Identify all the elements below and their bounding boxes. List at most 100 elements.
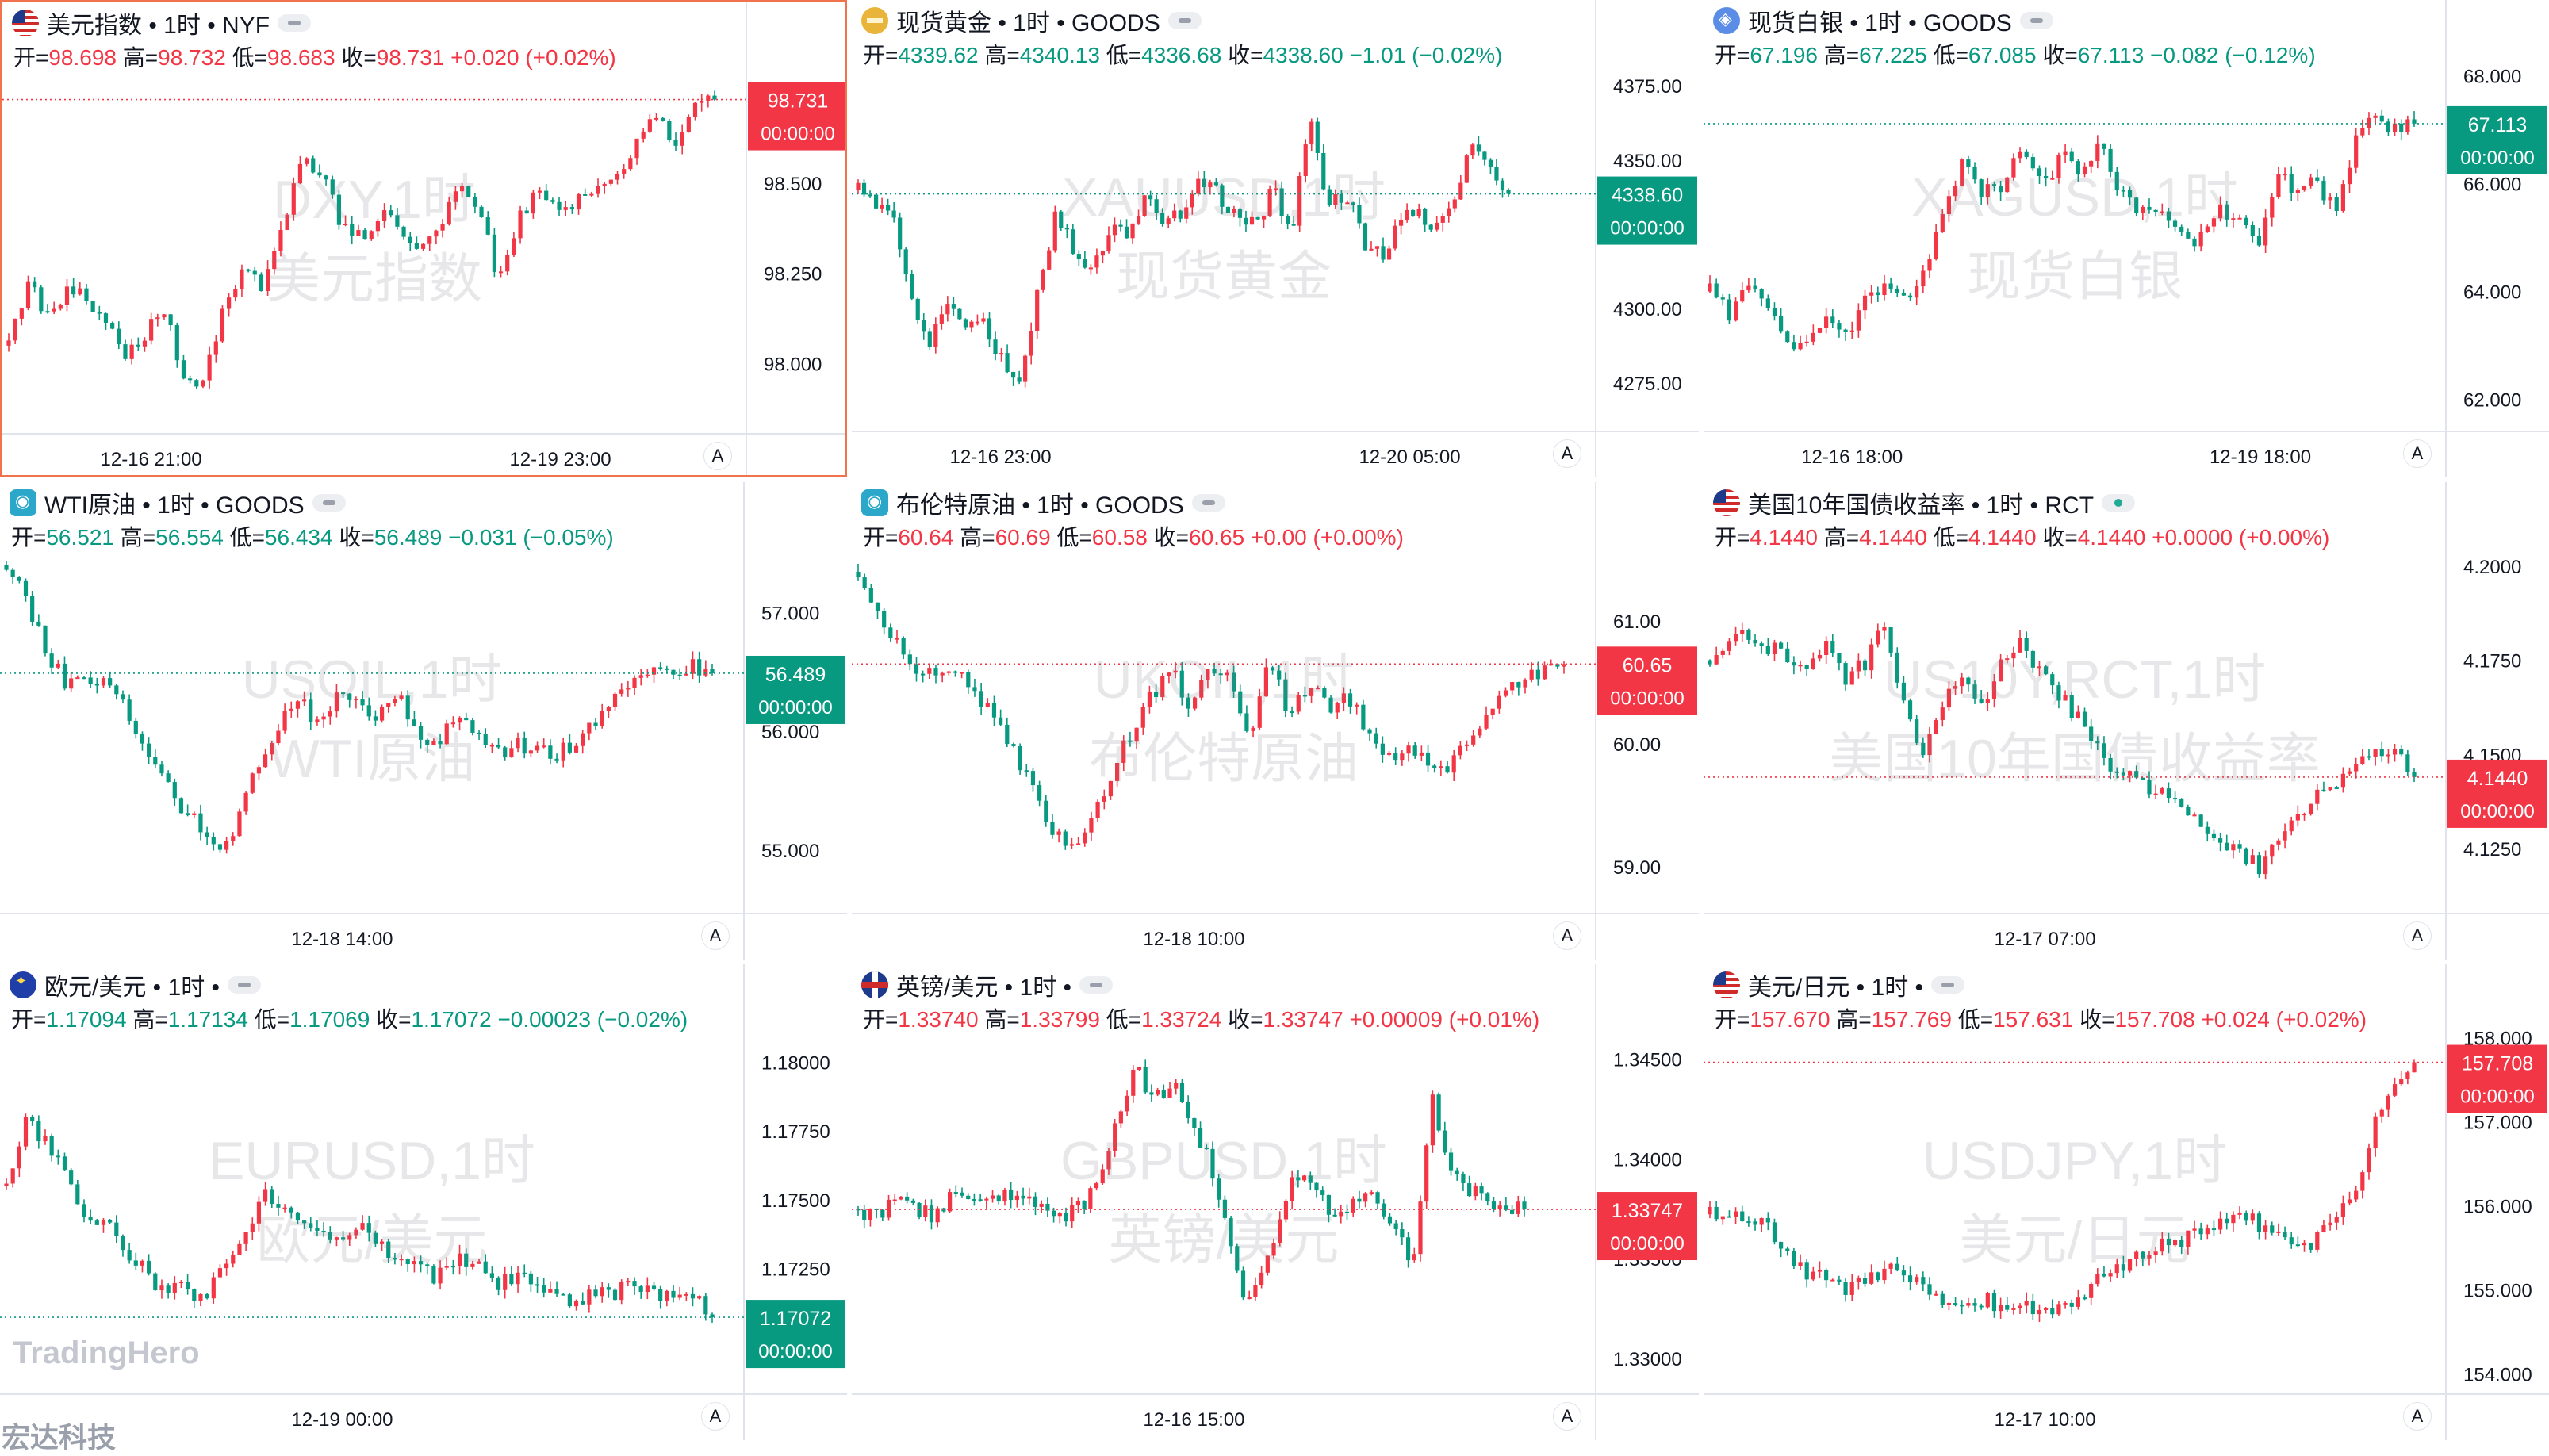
candle [951,297,956,316]
chart-panel[interactable]: 158.000 157.000 156.000 155.000 154.000 12-17… [1704,964,2549,1440]
auto-scale-button[interactable]: A [1553,921,1581,950]
candle [2379,741,2384,762]
candle [381,203,387,229]
candle [1023,354,1028,388]
candle [1386,245,1392,260]
chart-canvas[interactable]: 57.000 56.000 55.000 12-18 14:00 56.489 00:00… [0,482,847,960]
time-tick-label: 12-17 10:00 [1995,1409,2096,1431]
symbol-title[interactable]: 现货黄金 • 1时 • GOODS [896,10,1160,36]
candle [2347,767,2352,776]
auto-scale-button[interactable]: A [701,921,730,950]
chart-panel[interactable]: 57.000 56.000 55.000 12-18 14:00 56.489 00:00… [0,482,847,960]
candle [94,677,99,694]
candle [1035,289,1040,339]
high-label: 高= [984,1007,1020,1032]
symbol-title[interactable]: 美元/日元 • 1时 • [1748,975,1924,1001]
candle [386,1238,391,1263]
candle [2076,159,2080,182]
auto-scale-button[interactable]: A [1553,1402,1581,1431]
candle [1186,693,1191,717]
candle [2153,209,2158,217]
chart-canvas[interactable]: 1.18000 1.17750 1.17500 1.17250 12-19 00:00 1… [0,964,847,1440]
candle [2386,118,2391,136]
panel-header[interactable]: 布伦特原油 • 1时 • GOODS [861,487,1225,519]
candle [862,573,867,590]
collapse-toggle-icon[interactable] [1191,494,1225,512]
candle [1714,278,1719,299]
price-tick-label: 1.33000 [1613,1349,1682,1370]
chart-panel[interactable]: 1.18000 1.17750 1.17500 1.17250 12-19 00:00 1… [0,964,847,1440]
candle [583,188,588,196]
candle [2198,1222,2203,1240]
candle [1257,688,1262,730]
panel-header[interactable]: 现货白银 • 1时 • GOODS [1713,5,2053,36]
candle [2315,784,2320,811]
candle [554,1281,559,1297]
candle [1714,646,1719,665]
chart-panel[interactable]: 98.500 98.250 98.000 12-16 21:00 12-19 23:00… [0,0,847,477]
candle [561,737,565,768]
auto-scale-button[interactable]: A [2403,921,2432,950]
panel-header[interactable]: 欧元/美元 • 1时 • [10,969,262,1001]
candle [2030,1293,2035,1320]
chart-panel[interactable]: 68.000 66.000 64.000 62.000 12-16 18:00 12-19… [1704,0,2549,477]
symbol-title[interactable]: WTI原油 • 1时 • GOODS [44,492,305,519]
panel-header[interactable]: 美国10年国债收益率 • 1时 • RCT [1713,487,2136,519]
candle [2205,821,2210,842]
collapse-toggle-icon[interactable] [1931,976,1965,994]
symbol-title[interactable]: 英镑/美元 • 1时 • [896,975,1072,1001]
market-status-icon[interactable] [2102,494,2136,512]
auto-scale-button[interactable]: A [2403,439,2432,468]
symbol-title[interactable]: 现货白银 • 1时 • GOODS [1748,10,2012,36]
chart-canvas[interactable]: 4375.004350.004325.004300.004275.0012-16… [852,0,1699,477]
candle [933,664,938,684]
collapse-toggle-icon[interactable] [1167,12,1202,29]
chart-canvas[interactable]: 158.000157.000156.000155.000154.00012-17… [1704,964,2549,1440]
collapse-toggle-icon[interactable] [228,976,262,994]
candle [159,1279,164,1299]
chart-canvas[interactable]: 61.00 60.00 59.00 12-18 10:00 60.65 00:00:00 [852,482,1699,960]
candle [2024,1292,2029,1314]
open-label: 开= [1715,43,1750,67]
panel-header[interactable]: WTI原油 • 1时 • GOODS [10,487,346,519]
collapse-toggle-icon[interactable] [1079,976,1114,994]
price-tick-label: 98.500 [764,174,822,195]
chart-canvas[interactable]: 98.500 98.250 98.000 12-16 21:00 12-19 23:00… [2,2,847,477]
price-tick-label: 1.17250 [761,1259,830,1280]
chart-panel[interactable]: 4375.004350.004325.004300.004275.0012-16… [852,0,1699,477]
symbol-title[interactable]: 欧元/美元 • 1时 • [44,975,220,1001]
symbol-title[interactable]: 布伦特原油 • 1时 • GOODS [896,492,1184,519]
candle [1471,730,1476,747]
panel-header[interactable]: 现货黄金 • 1时 • GOODS [861,5,1202,36]
candle [231,1250,236,1268]
candle [192,1288,197,1308]
symbol-title[interactable]: 美国10年国债收益率 • 1时 • RCT [1748,492,2095,519]
candle [127,694,132,725]
candle [1381,237,1386,263]
collapse-toggle-icon[interactable] [312,494,346,512]
candle [697,651,702,683]
low-value: 1.17069 [289,1007,370,1032]
candle [2309,1242,2313,1253]
panel-header[interactable]: 美元/日元 • 1时 • [1713,969,1965,1001]
auto-scale-button[interactable]: A [703,442,732,470]
change-value: −1.01 (−0.02%) [1349,43,1503,67]
auto-scale-button[interactable]: A [701,1402,730,1431]
chart-canvas[interactable]: 68.000 66.000 64.000 62.000 12-16 18:00 12-19… [1704,0,2549,477]
collapse-toggle-icon[interactable] [278,14,312,32]
symbol-title[interactable]: 美元指数 • 1时 • NYF [47,13,270,39]
chart-panel[interactable]: 61.00 60.00 59.00 12-18 10:00 60.65 00:00:00 U… [852,482,1699,960]
chart-panel[interactable]: 4.2000 4.1750 4.1500 4.1250 12-17 07:00 4.144… [1704,482,2549,960]
candle [1412,742,1417,759]
collapse-toggle-icon[interactable] [2019,12,2053,29]
candle [1009,1182,1014,1209]
auto-scale-button[interactable]: A [2403,1402,2432,1431]
panel-header[interactable]: 美元指数 • 1时 • NYF [12,7,312,39]
candle [856,179,861,194]
auto-scale-button[interactable]: A [1553,439,1581,468]
candle [619,683,624,697]
panel-header[interactable]: 英镑/美元 • 1时 • [861,969,1114,1001]
